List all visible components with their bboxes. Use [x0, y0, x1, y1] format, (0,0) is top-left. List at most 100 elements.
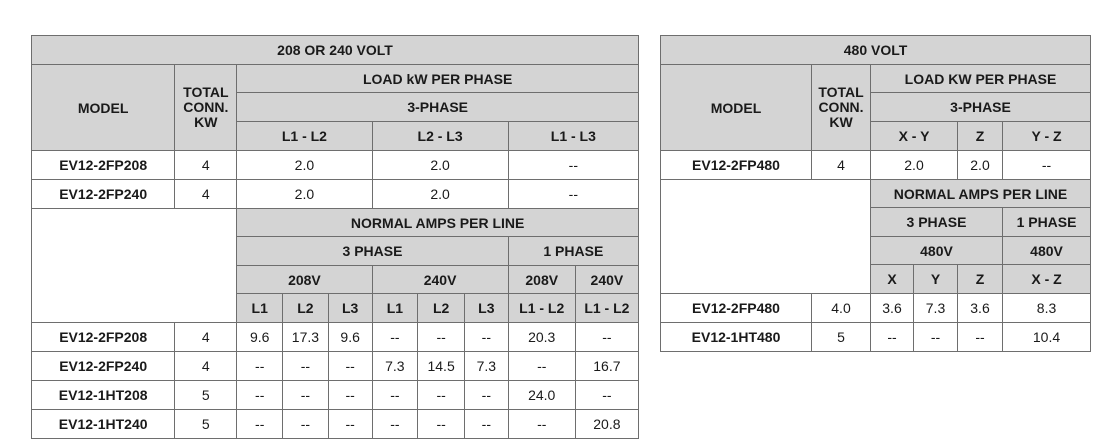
line-col: L2	[282, 293, 329, 323]
total-cell: 4	[174, 322, 238, 352]
table-title: 208 OR 240 VOLT	[31, 35, 639, 65]
line-col: L1 - L2	[574, 293, 640, 323]
voltage-240v: 240V	[371, 265, 509, 294]
table-row: EV12-2FP208 4 9.6 17.3 9.6 -- -- -- 20.3…	[30, 322, 640, 352]
value-cell: 3.6	[957, 293, 1003, 323]
line-col: L1	[236, 293, 284, 323]
value-cell: 3.6	[870, 293, 914, 323]
value-cell: 17.3	[282, 322, 329, 352]
blank-cell	[660, 179, 871, 294]
value-cell: --	[463, 409, 509, 439]
three-phase-header: 3-PHASE	[236, 92, 639, 122]
one-phase-label: 1 PHASE	[507, 236, 640, 266]
value-cell: --	[236, 409, 284, 439]
value-cell: 7.3	[913, 293, 958, 323]
value-cell: 2.0	[957, 150, 1003, 180]
value-cell: 10.4	[1001, 322, 1092, 352]
table-row: EV12-2FP240 4 2.0 2.0 --	[30, 179, 640, 209]
value-cell: 2.0	[870, 150, 958, 180]
value-cell: 2.0	[236, 150, 373, 180]
value-cell: --	[574, 380, 640, 410]
value-cell: --	[236, 351, 284, 381]
value-cell: 7.3	[463, 351, 509, 381]
value-cell: --	[417, 409, 465, 439]
value-cell: 8.3	[1001, 293, 1092, 323]
line-col: L1 - L2	[507, 293, 576, 323]
value-cell: 2.0	[371, 150, 509, 180]
normal-amps-per-line-header: NORMAL AMPS PER LINE	[869, 179, 1092, 208]
value-cell: --	[463, 322, 509, 352]
voltage-208v: 208V	[507, 265, 576, 294]
voltage-208v: 208V	[236, 265, 373, 294]
table-row: EV12-1HT208 5 -- -- -- -- -- -- 24.0 --	[30, 380, 640, 410]
total-cell: 5	[174, 409, 238, 439]
value-cell: --	[417, 380, 465, 410]
model-cell: EV12-1HT240	[30, 409, 176, 439]
total-cell: 5	[174, 380, 238, 410]
value-cell: 14.5	[417, 351, 465, 381]
total-conn-kw-header: TOTAL CONN. KW	[174, 64, 238, 151]
normal-amps-per-line-header: NORMAL AMPS PER LINE	[236, 208, 639, 237]
model-cell: EV12-2FP480	[660, 293, 812, 323]
three-phase-header: 3-PHASE	[869, 92, 1092, 122]
voltage-480v: 480V	[1001, 236, 1092, 265]
model-cell: EV12-2FP480	[660, 150, 812, 180]
model-header: MODEL	[660, 64, 812, 151]
value-cell: 20.3	[507, 322, 576, 352]
table-title: 480 VOLT	[659, 35, 1092, 65]
line-col: X - Z	[1001, 264, 1092, 294]
value-cell: 16.7	[574, 351, 640, 381]
value-cell: --	[507, 409, 576, 439]
value-cell: --	[507, 150, 640, 180]
value-cell: 2.0	[371, 179, 509, 209]
value-cell: --	[574, 322, 640, 352]
value-cell: --	[236, 380, 284, 410]
model-header: MODEL	[30, 64, 176, 151]
load-kw-per-phase-header: LOAD kW PER PHASE	[236, 64, 639, 93]
load-kw-per-phase-header: LOAD KW PER PHASE	[869, 64, 1092, 93]
value-cell: --	[870, 322, 914, 352]
line-col: X	[870, 264, 914, 294]
voltage-480v: 480V	[870, 236, 1003, 265]
model-cell: EV12-2FP208	[30, 322, 176, 352]
model-cell: EV12-2FP208	[30, 150, 176, 180]
model-cell: EV12-1HT208	[30, 380, 176, 410]
table-row: EV12-1HT240 5 -- -- -- -- -- -- -- 20.8	[30, 409, 640, 439]
three-phase-label: 3 PHASE	[870, 207, 1003, 237]
blank-cell	[30, 208, 238, 323]
phase-col-l2-l3: L2 - L3	[371, 121, 509, 151]
line-col: Z	[957, 264, 1003, 294]
value-cell: 9.6	[327, 322, 373, 352]
value-cell: 24.0	[507, 380, 576, 410]
line-col: L3	[327, 293, 373, 323]
value-cell: --	[913, 322, 958, 352]
line-col: L1	[371, 293, 419, 323]
line-col: L3	[463, 293, 509, 323]
value-cell: --	[507, 351, 576, 381]
three-phase-label: 3 PHASE	[236, 236, 509, 266]
phase-col-x-y: X - Y	[870, 121, 958, 151]
total-cell: 4	[174, 351, 238, 381]
phase-col-y-z: Y - Z	[1001, 121, 1092, 151]
value-cell: 2.0	[236, 179, 373, 209]
value-cell: 7.3	[371, 351, 419, 381]
table-480-volt: 480 VOLT MODEL TOTAL CONN. KW LOAD KW PE…	[659, 35, 1092, 352]
value-cell: --	[371, 409, 419, 439]
table-row: EV12-1HT480 5 -- -- -- 10.4	[660, 322, 1092, 352]
value-cell: --	[1001, 150, 1092, 180]
model-cell: EV12-2FP240	[30, 351, 176, 381]
one-phase-label: 1 PHASE	[1001, 207, 1092, 237]
line-col: Y	[913, 264, 958, 294]
total-conn-kw-header: TOTAL CONN. KW	[811, 64, 871, 151]
total-cell: 4	[174, 179, 238, 209]
value-cell: --	[417, 322, 465, 352]
value-cell: --	[327, 409, 373, 439]
total-cell: 5	[811, 322, 871, 352]
value-cell: --	[371, 380, 419, 410]
model-cell: EV12-2FP240	[30, 179, 176, 209]
value-cell: 20.8	[574, 409, 640, 439]
value-cell: --	[282, 409, 329, 439]
value-cell: --	[957, 322, 1003, 352]
value-cell: 9.6	[236, 322, 284, 352]
phase-col-z: Z	[957, 121, 1003, 151]
